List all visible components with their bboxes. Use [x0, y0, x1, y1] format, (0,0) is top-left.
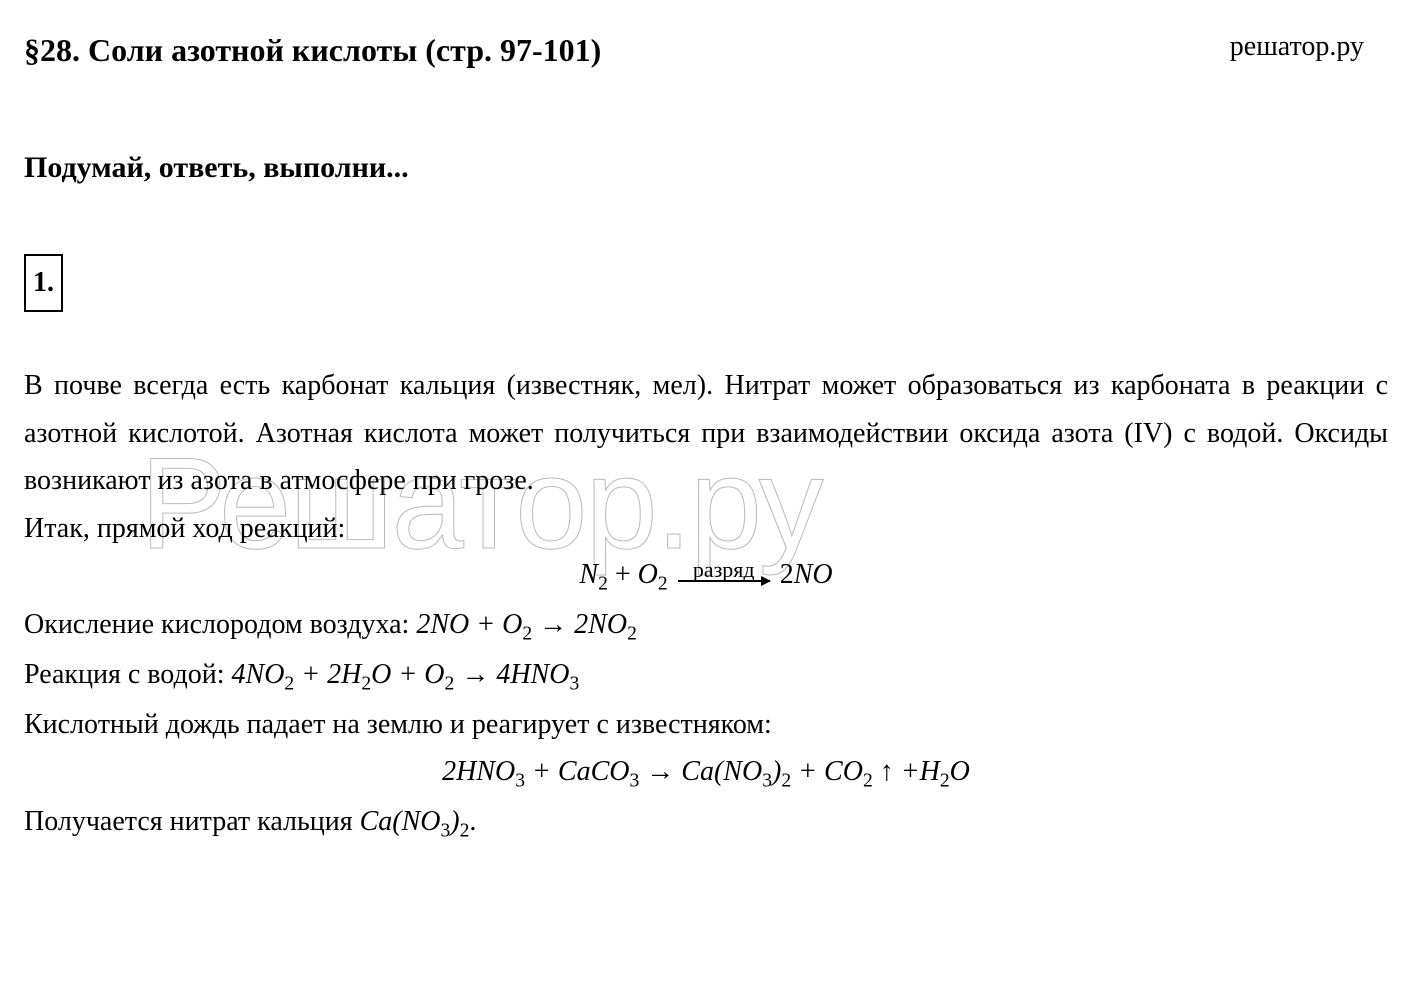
- eq1-reagent-b: O2: [638, 559, 668, 590]
- section-subtitle: Подумай, ответь, выполни...: [24, 139, 1388, 196]
- page-content: §28. Соли азотной кислоты (стр. 97-101) …: [24, 20, 1388, 848]
- gas-arrow-icon: ↑: [880, 756, 894, 787]
- water-prefix: Реакция с водой:: [24, 659, 232, 690]
- reaction-arrow-icon: разряд: [678, 560, 770, 582]
- oxidation-line: Окисление кислородом воздуха: 2NO + O2 →…: [24, 601, 1388, 651]
- result-formula: Ca(NO3)2: [360, 806, 470, 837]
- question-number-box: 1.: [24, 254, 1388, 362]
- eq1-product: NO: [794, 559, 833, 590]
- header-row: §28. Соли азотной кислоты (стр. 97-101) …: [24, 20, 1388, 81]
- site-watermark: решатор.ру: [1230, 20, 1388, 73]
- result-line: Получается нитрат кальция Ca(NO3)2.: [24, 798, 1388, 848]
- eq1-coef: 2: [780, 559, 794, 590]
- question-number: 1.: [24, 254, 63, 312]
- page-title: §28. Соли азотной кислоты (стр. 97-101): [24, 20, 601, 81]
- equation-3: 4NO2 + 2H2O + O2 → 4HNO3: [232, 659, 580, 690]
- equation-4: 2HNO3 + CaCO3 → Ca(NO3)2 + CO2 ↑ +H2O: [24, 749, 1388, 798]
- explanation-paragraph: В почве всегда есть карбонат кальция (из…: [24, 362, 1388, 505]
- oxidation-prefix: Окисление кислородом воздуха:: [24, 609, 416, 640]
- eq1-reagent-a: N2: [579, 559, 607, 590]
- result-prefix: Получается нитрат кальция: [24, 806, 360, 837]
- arrow-label: разряд: [693, 560, 755, 580]
- water-line: Реакция с водой: 4NO2 + 2H2O + O2 → 4HNO…: [24, 651, 1388, 701]
- intro-line: Итак, прямой ход реакций:: [24, 505, 1388, 553]
- acid-rain-line: Кислотный дождь падает на землю и реагир…: [24, 701, 1388, 749]
- eq1-plus: +: [608, 559, 638, 590]
- equation-1: N2 + O2 разряд 2NO: [24, 552, 1388, 601]
- result-suffix: .: [469, 806, 476, 837]
- equation-2: 2NO + O2 → 2NO2: [416, 609, 637, 640]
